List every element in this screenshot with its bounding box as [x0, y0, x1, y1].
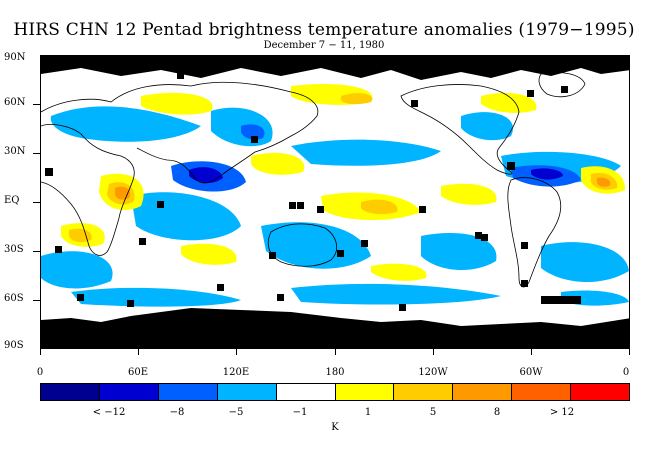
lat-tick: [33, 153, 40, 154]
arctic-missing-region: [41, 56, 629, 80]
legend-label: 8: [493, 407, 501, 418]
lon-label-60e: 60E: [127, 367, 149, 378]
lon-tick: [433, 349, 434, 355]
color-legend-bar: [40, 383, 630, 401]
map-subtitle: December 7 − 11, 1980: [263, 40, 385, 51]
lat-tick: [33, 251, 40, 252]
lon-tick: [531, 349, 532, 355]
warm-anomaly-medium: [69, 93, 618, 243]
lon-tick: [236, 349, 237, 355]
legend-color-swatch: [571, 384, 630, 400]
lon-tick: [629, 349, 630, 355]
lon-label-120e: 120E: [222, 367, 250, 378]
lon-label-60w: 60W: [519, 367, 543, 378]
missing-data-cells: [45, 72, 581, 331]
legend-color-swatch: [41, 384, 100, 400]
lat-tick: [33, 104, 40, 105]
legend-label: −5: [228, 407, 244, 418]
lon-tick: [335, 349, 336, 355]
lat-tick: [33, 202, 40, 203]
lon-label-120w: 120W: [418, 367, 448, 378]
legend-color-swatch: [453, 384, 513, 400]
legend-label: 1: [364, 407, 372, 418]
legend-label: < −12: [92, 407, 126, 418]
legend-color-swatch: [99, 384, 159, 400]
map-title: HIRS CHN 12 Pentad brightness temperatur…: [13, 20, 635, 40]
lat-label-30s: 30S: [4, 244, 24, 255]
lon-tick: [40, 349, 41, 355]
lat-label-90n: 90N: [4, 52, 26, 63]
lon-label-0-east: 0: [622, 367, 630, 378]
legend-unit: K: [331, 422, 339, 433]
legend-label: −1: [292, 407, 308, 418]
lat-label-30n: 30N: [4, 146, 26, 157]
lon-label-180: 180: [325, 367, 345, 378]
cold-anomaly-strong: [189, 167, 563, 184]
legend-color-swatch: [276, 384, 336, 400]
lon-tick: [138, 349, 139, 355]
legend-color-swatch: [394, 384, 454, 400]
anomaly-field: [41, 56, 629, 348]
lat-label-eq: EQ: [4, 195, 20, 206]
legend-label: −8: [169, 407, 185, 418]
lat-label-60n: 60N: [4, 97, 26, 108]
legend-color-swatch: [335, 384, 395, 400]
lat-label-60s: 60S: [4, 293, 24, 304]
legend-color-swatch: [158, 384, 218, 400]
legend-label: 5: [429, 407, 437, 418]
lat-tick: [33, 300, 40, 301]
lat-label-90s: 90S: [4, 340, 24, 351]
anomaly-map: [40, 55, 630, 349]
legend-color-swatch: [217, 384, 277, 400]
legend-label: > 12: [549, 407, 575, 418]
coastlines: [41, 72, 586, 288]
lon-label-0: 0: [36, 367, 44, 378]
legend-color-swatch: [512, 384, 572, 400]
